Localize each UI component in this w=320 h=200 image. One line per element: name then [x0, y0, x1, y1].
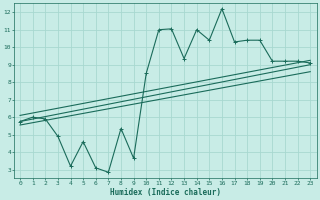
X-axis label: Humidex (Indice chaleur): Humidex (Indice chaleur): [110, 188, 220, 197]
